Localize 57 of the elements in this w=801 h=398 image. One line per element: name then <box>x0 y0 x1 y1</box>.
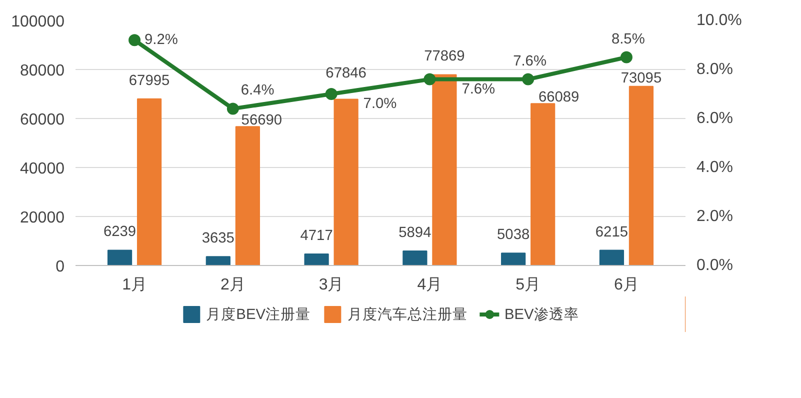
y2-tick-label: 6.0% <box>696 110 733 127</box>
y-tick-label: 60000 <box>20 112 65 128</box>
y2-tick-label: 4.0% <box>696 159 733 176</box>
x-tick-label: 6月 <box>614 276 639 294</box>
data-label: 77869 <box>424 48 465 65</box>
x-tick-label: 5月 <box>516 276 541 294</box>
bar <box>304 253 329 266</box>
data-label: 67995 <box>128 72 170 89</box>
bar <box>530 103 556 266</box>
data-label: 6215 <box>595 224 628 240</box>
point <box>620 51 632 64</box>
data-label: 4717 <box>300 228 333 244</box>
x-tick-label: 1月 <box>122 276 147 294</box>
legend-label: 月度汽车总注册量 <box>348 306 468 324</box>
bar <box>628 86 654 266</box>
y2-tick-label: 0.0% <box>696 257 733 274</box>
bar <box>334 98 358 266</box>
data-label: 5894 <box>398 225 432 242</box>
point <box>226 102 239 115</box>
bar <box>235 126 260 266</box>
y2-tick-label: 2.0% <box>696 208 733 225</box>
data-label: 3635 <box>202 230 234 247</box>
bar <box>136 98 162 266</box>
bar <box>432 74 457 266</box>
y2-tick-label: 8.0% <box>696 61 733 78</box>
bar <box>501 252 526 266</box>
data-label: 6.4% <box>240 82 274 99</box>
y-tick-label: 0 <box>56 258 65 276</box>
data-label: 56690 <box>241 112 282 129</box>
point <box>325 88 338 100</box>
y-tick-label: 40000 <box>20 160 65 178</box>
data-label: 5038 <box>497 227 530 244</box>
bar <box>206 256 230 266</box>
x-tick-label: 3月 <box>318 276 344 294</box>
bar <box>402 250 428 266</box>
bar <box>107 250 132 266</box>
data-label: 66089 <box>538 90 580 106</box>
bar <box>599 250 624 266</box>
y-tick-label: 80000 <box>20 62 65 80</box>
data-label: 7.6% <box>462 81 496 98</box>
data-label: 73095 <box>620 70 662 86</box>
y-tick-label: 100000 <box>11 14 65 30</box>
data-label: 7.6% <box>513 53 546 70</box>
legend-label: 月度BEV注册量 <box>206 306 310 324</box>
data-label: 6239 <box>103 224 136 240</box>
y-tick-label: 20000 <box>20 210 65 226</box>
x-tick-label: 4月 <box>417 276 442 294</box>
y2-tick-label: 10.0% <box>696 12 742 29</box>
data-label: 67846 <box>326 65 366 82</box>
x-tick-label: 2月 <box>220 276 246 294</box>
data-label: 8.5% <box>611 31 645 48</box>
data-label: 7.0% <box>363 96 397 112</box>
legend-label: BEV渗透率 <box>504 306 579 324</box>
point <box>424 73 436 86</box>
data-label: 9.2% <box>144 32 178 48</box>
point <box>128 34 141 46</box>
point <box>522 73 534 86</box>
